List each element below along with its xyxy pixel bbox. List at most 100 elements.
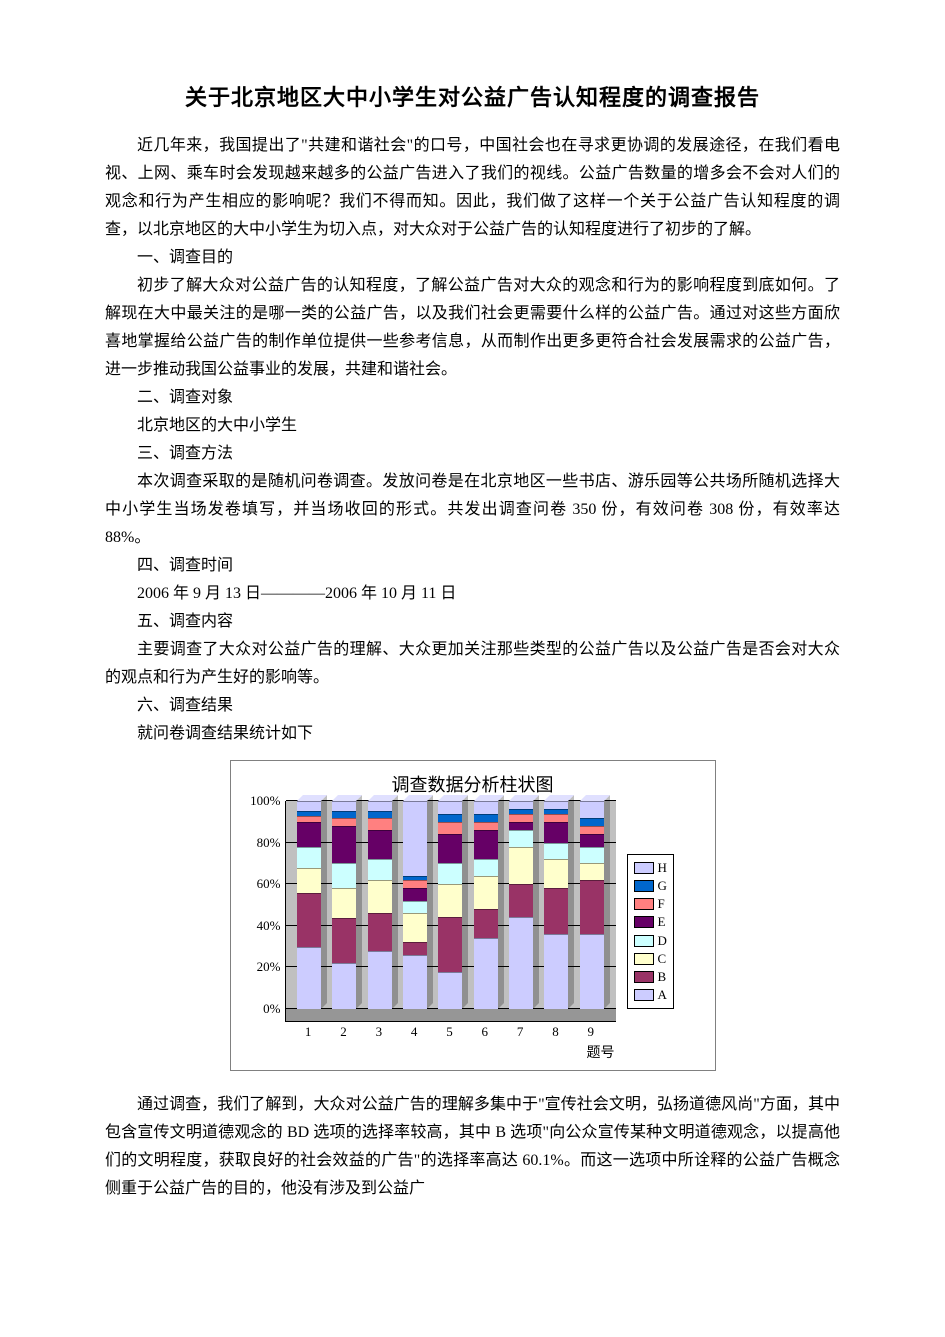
chart-bars — [286, 801, 616, 1009]
chart-bar — [474, 801, 498, 1009]
chart-bar — [580, 801, 604, 1009]
chart-bar-segment — [580, 834, 604, 846]
chart-y-axis: 0%20%40%60%80%100% — [235, 801, 285, 1021]
chart-x-tick: 6 — [473, 1024, 497, 1040]
chart-bar-segment — [332, 826, 356, 863]
chart-bar-segment — [403, 901, 427, 913]
chart-legend-label: G — [658, 877, 667, 895]
chart-legend: HGFEDCBA — [627, 854, 674, 1010]
chart-bar-segment — [544, 843, 568, 860]
chart-legend-label: E — [658, 913, 666, 931]
chart-bar — [438, 801, 462, 1009]
chart-bar-segment — [509, 847, 533, 884]
section-4-body: 2006 年 9 月 13 日————2006 年 10 月 11 日 — [105, 580, 840, 608]
chart-x-tick: 7 — [508, 1024, 532, 1040]
chart-bar-segment — [474, 938, 498, 1009]
chart-bar-3d-side — [533, 795, 539, 1009]
chart-bar-segment — [403, 801, 427, 876]
chart-legend-item: B — [634, 968, 667, 986]
chart-legend-label: C — [658, 950, 667, 968]
section-4-heading: 四、调查时间 — [105, 552, 840, 580]
chart-bar-segment — [509, 884, 533, 917]
chart-bar-segment — [403, 913, 427, 942]
survey-bar-chart: 调查数据分析柱状图 0%20%40%60%80%100% 123456789 题… — [230, 760, 716, 1071]
chart-bar-segment — [368, 913, 392, 950]
chart-bar-segment — [474, 876, 498, 909]
chart-legend-label: A — [658, 986, 667, 1004]
after-chart-paragraph: 通过调查，我们了解到，大众对公益广告的理解多集中于"宣传社会文明，弘扬道德风尚"… — [105, 1091, 840, 1203]
chart-bar-segment — [544, 934, 568, 1009]
chart-bar-segment — [580, 863, 604, 880]
section-3-heading: 三、调查方法 — [105, 440, 840, 468]
section-3-body: 本次调查采取的是随机问卷调查。发放问卷是在北京地区一些书店、游乐园等公共场所随机… — [105, 468, 840, 552]
chart-bar-segment — [580, 934, 604, 1009]
chart-bar-segment — [544, 814, 568, 822]
chart-legend-swatch — [634, 916, 654, 928]
chart-legend-swatch — [634, 935, 654, 947]
section-6-body: 就问卷调查结果统计如下 — [105, 720, 840, 748]
chart-bar-segment — [368, 801, 392, 811]
chart-bar-segment — [332, 863, 356, 888]
chart-y-tick: 100% — [250, 793, 280, 809]
section-1-body: 初步了解大众对公益广告的认知程度，了解公益广告对大众的观念和行为的影响程度到底如… — [105, 272, 840, 384]
chart-legend-swatch — [634, 953, 654, 965]
chart-bar — [368, 801, 392, 1009]
chart-bar-segment — [332, 888, 356, 917]
chart-bar-segment — [332, 963, 356, 1009]
chart-bar-3d-side — [321, 795, 327, 1009]
chart-bar-segment — [580, 826, 604, 834]
section-6-heading: 六、调查结果 — [105, 692, 840, 720]
chart-legend-item: G — [634, 877, 667, 895]
section-5-body: 主要调查了大众对公益广告的理解、大众更加关注那些类型的公益广告以及公益广告是否会… — [105, 636, 840, 692]
chart-bar-segment — [509, 822, 533, 830]
chart-bar-segment — [438, 822, 462, 834]
chart-legend-label: F — [658, 895, 665, 913]
chart-bar-segment — [297, 822, 321, 847]
chart-bar-segment — [509, 801, 533, 809]
chart-x-axis: 123456789 — [285, 1022, 615, 1040]
chart-body: 0%20%40%60%80%100% 123456789 题号 HGFEDCBA — [235, 801, 711, 1062]
chart-legend-label: B — [658, 968, 667, 986]
chart-bar — [544, 801, 568, 1009]
section-2-body: 北京地区的大中小学生 — [105, 412, 840, 440]
chart-bar-segment — [297, 947, 321, 1009]
chart-bar-segment — [332, 818, 356, 826]
chart-bar-segment — [403, 955, 427, 1009]
chart-bar-segment — [332, 918, 356, 964]
chart-bar-segment — [438, 884, 462, 917]
chart-bar-segment — [297, 801, 321, 811]
chart-legend-item: C — [634, 950, 667, 968]
chart-x-tick: 8 — [543, 1024, 567, 1040]
chart-bar-segment — [474, 822, 498, 830]
chart-bar — [509, 801, 533, 1009]
chart-bar-segment — [474, 859, 498, 876]
chart-bar-segment — [544, 822, 568, 843]
chart-y-tick: 80% — [257, 835, 281, 851]
chart-plot-zone: 0%20%40%60%80%100% 123456789 题号 — [235, 801, 617, 1062]
section-2-heading: 二、调查对象 — [105, 384, 840, 412]
chart-bar-segment — [509, 814, 533, 822]
chart-bar-segment — [544, 801, 568, 809]
section-1-heading: 一、调查目的 — [105, 244, 840, 272]
chart-bar-segment — [438, 863, 462, 884]
chart-bar-segment — [403, 888, 427, 900]
chart-legend-item: F — [634, 895, 667, 913]
section-5-heading: 五、调查内容 — [105, 608, 840, 636]
chart-bar-segment — [580, 818, 604, 826]
chart-y-tick: 20% — [257, 959, 281, 975]
chart-x-tick: 4 — [402, 1024, 426, 1040]
chart-bar-3d-side — [462, 795, 468, 1009]
chart-legend-item: E — [634, 913, 667, 931]
intro-paragraph: 近几年来，我国提出了"共建和谐社会"的口号，中国社会也在寻求更协调的发展途径，在… — [105, 132, 840, 244]
chart-bar — [403, 801, 427, 1009]
chart-bar-segment — [368, 880, 392, 913]
chart-bar-segment — [509, 830, 533, 847]
chart-bar-segment — [368, 818, 392, 830]
chart-y-tick: 40% — [257, 918, 281, 934]
page-title: 关于北京地区大中小学生对公益广告认知程度的调查报告 — [105, 80, 840, 112]
chart-bar-segment — [403, 942, 427, 954]
chart-y-tick: 60% — [257, 876, 281, 892]
chart-legend-swatch — [634, 971, 654, 983]
chart-bar-segment — [297, 868, 321, 893]
chart-bar-segment — [474, 830, 498, 859]
